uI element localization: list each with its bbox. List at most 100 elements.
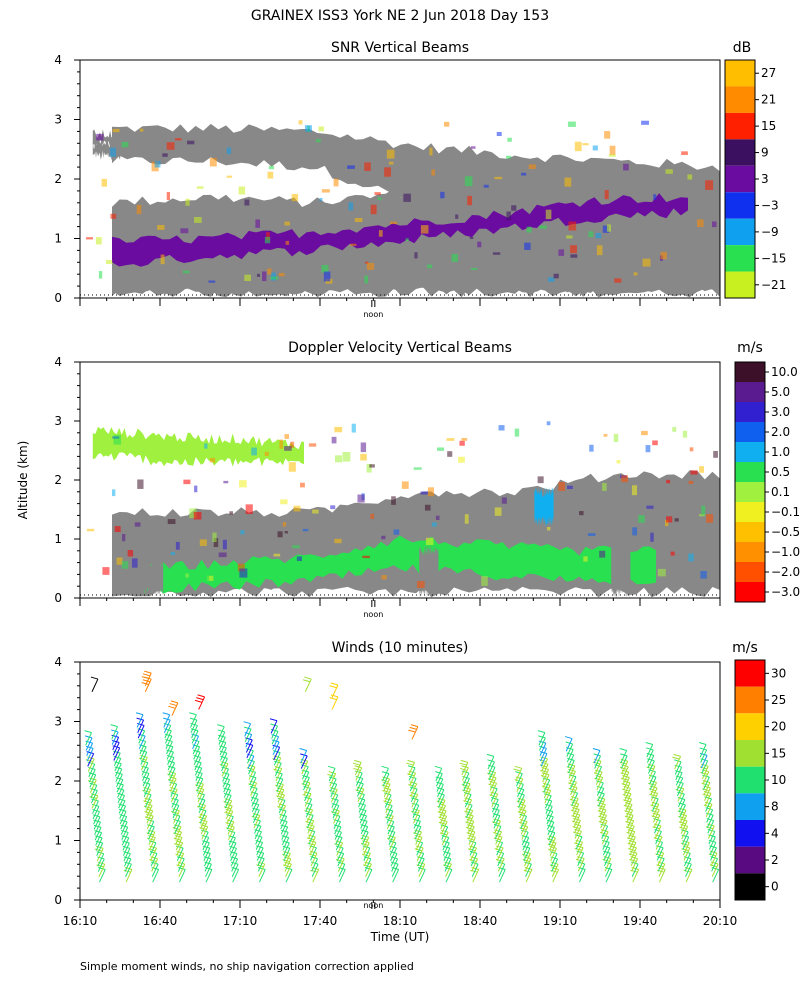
wind-barb-flag xyxy=(284,866,293,870)
heatmap-speck xyxy=(218,552,227,558)
wind-barb-flag xyxy=(338,866,346,870)
wind-barb xyxy=(651,793,659,807)
heatmap-speck xyxy=(638,515,645,523)
wind-barb-flag xyxy=(435,776,443,780)
wind-barb xyxy=(385,805,393,819)
wind-barb-flag xyxy=(281,835,289,839)
wind-barb xyxy=(205,869,213,883)
heatmap-speck xyxy=(284,221,290,226)
wind-barb xyxy=(142,773,150,787)
heatmap-speck xyxy=(451,253,459,262)
x-tick-label: 19:10 xyxy=(543,914,578,928)
wind-barb-flag xyxy=(444,861,452,865)
heatmap-speck xyxy=(251,447,257,456)
heatmap-speck xyxy=(470,267,478,271)
wind-barb xyxy=(310,853,318,867)
wind-barb-flag xyxy=(440,824,448,828)
wind-barb xyxy=(489,772,496,786)
wind-barb xyxy=(226,811,234,825)
wind-barb xyxy=(656,847,664,861)
wind-barb xyxy=(96,842,104,857)
wind-barb xyxy=(169,778,177,792)
wind-barb xyxy=(649,771,656,785)
wind-barb-flag xyxy=(198,802,206,806)
heatmap-speck xyxy=(291,193,299,202)
wind-barb xyxy=(657,858,665,872)
wind-barb-flag xyxy=(142,789,150,793)
colorbar-swatch xyxy=(735,442,765,462)
wind-barb-flag xyxy=(97,856,105,860)
heatmap-speck xyxy=(369,464,375,468)
colorbar-label: 27 xyxy=(761,66,776,80)
wind-barb-flag xyxy=(542,790,550,794)
wind-barb xyxy=(490,783,498,797)
heatmap-speck xyxy=(461,437,468,441)
wind-barb-flag xyxy=(549,864,557,868)
wind-barb-flag xyxy=(165,744,174,748)
colorbar-label: 3.0 xyxy=(771,405,790,419)
wind-barb-flag xyxy=(112,745,120,749)
wind-barb xyxy=(249,777,257,791)
upper-wind-barb xyxy=(411,726,419,740)
wind-barb xyxy=(602,836,610,850)
wind-barb-flag xyxy=(541,772,550,776)
wind-barb-flag xyxy=(111,734,119,738)
wind-barb xyxy=(594,761,602,775)
wind-barb xyxy=(198,794,205,808)
wind-barb xyxy=(148,831,156,846)
heatmap-speck xyxy=(603,434,608,437)
wind-barb-flag xyxy=(204,861,212,865)
footnote: Simple moment winds, no ship navigation … xyxy=(80,960,414,973)
heatmap-speck xyxy=(354,218,363,223)
wind-barb-flag xyxy=(388,840,397,844)
heatmap-speck xyxy=(264,451,269,457)
wind-barb xyxy=(605,869,613,883)
wind-barb xyxy=(224,789,232,804)
wind-barb xyxy=(573,814,581,828)
upper-wind-barb-flag xyxy=(144,676,152,680)
wind-barb-flag xyxy=(549,845,557,849)
heatmap-speck xyxy=(193,511,202,520)
heatmap-speck xyxy=(183,479,191,485)
wind-barb-flag xyxy=(538,740,547,744)
wind-barb xyxy=(652,809,660,823)
wind-barb-flag xyxy=(407,765,416,769)
heatmap-speck xyxy=(437,447,445,451)
heatmap-speck xyxy=(101,178,108,187)
wind-barb xyxy=(251,793,259,807)
wind-barb xyxy=(334,821,341,835)
heatmap-speck xyxy=(435,515,440,521)
heatmap-speck xyxy=(114,526,121,533)
wind-barb xyxy=(674,761,682,775)
wind-barb-flag xyxy=(278,808,287,812)
wind-barb-flag xyxy=(514,779,522,783)
x-tick-label: 20:10 xyxy=(703,914,738,928)
wind-barb-flag xyxy=(389,851,398,854)
wind-barb xyxy=(228,832,236,846)
wind-barb-flag xyxy=(540,774,548,778)
heatmap-speck xyxy=(633,272,638,276)
wind-barb-flag xyxy=(443,851,451,854)
wind-barb xyxy=(116,779,124,793)
wind-barb-flag xyxy=(123,851,131,855)
heatmap-speck xyxy=(244,199,250,206)
colorbar-label: 21 xyxy=(761,93,776,107)
wind-barb xyxy=(519,810,527,824)
wind-barb-flag xyxy=(225,827,234,831)
wind-barb-flag xyxy=(115,777,124,781)
heatmap-speck xyxy=(579,511,584,516)
wind-barb-flag xyxy=(201,829,209,833)
wind-barb-flag xyxy=(544,798,552,802)
wind-barb-flag xyxy=(117,798,126,802)
heatmap-speck xyxy=(526,226,532,233)
wind-barb-flag xyxy=(517,805,525,809)
wind-barb xyxy=(199,810,207,824)
wind-barb-flag xyxy=(517,792,525,796)
wind-barb-flag xyxy=(524,861,532,865)
wind-barb-flag xyxy=(275,771,283,775)
wind-barb xyxy=(122,837,130,851)
heatmap-speck xyxy=(389,221,398,225)
wind-barb-flag xyxy=(227,824,235,828)
wind-barb xyxy=(86,742,94,757)
